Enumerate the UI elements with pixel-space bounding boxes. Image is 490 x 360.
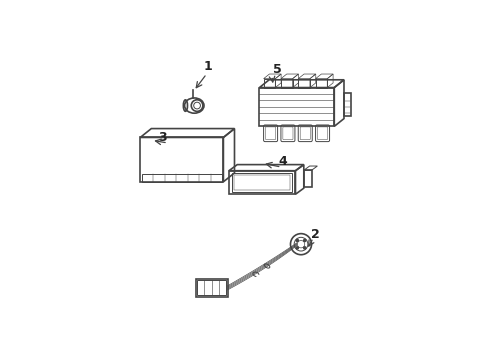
Bar: [304, 170, 312, 187]
Bar: [197, 280, 226, 295]
Bar: [232, 174, 292, 192]
Bar: [196, 279, 227, 297]
Circle shape: [296, 247, 298, 249]
Text: 2: 2: [311, 228, 319, 241]
Text: 5: 5: [273, 63, 282, 76]
Bar: [234, 175, 291, 190]
Circle shape: [304, 247, 306, 249]
Circle shape: [296, 239, 298, 242]
Text: 1: 1: [204, 60, 213, 73]
Circle shape: [304, 239, 306, 242]
Bar: [142, 174, 222, 182]
Text: 4: 4: [279, 154, 287, 167]
Text: 3: 3: [158, 131, 167, 144]
